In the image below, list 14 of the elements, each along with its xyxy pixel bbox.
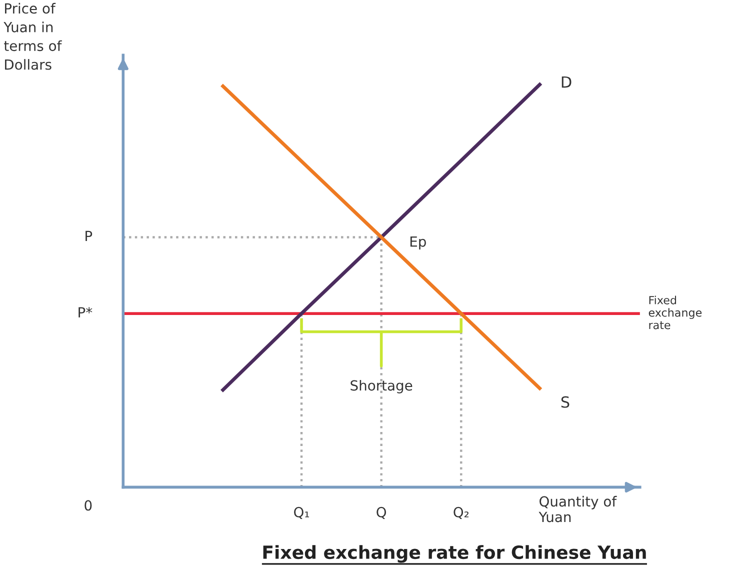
x-tick-label: Q₂ xyxy=(454,506,469,519)
x-axis-title: Quantity of Yuan xyxy=(538,496,617,522)
x-tick-label: Q xyxy=(376,506,386,519)
ref-line-label: P xyxy=(86,230,92,242)
annotation: Shortage xyxy=(350,380,412,394)
x-tick-label: Q₁ xyxy=(294,506,310,519)
series-label: S xyxy=(561,396,570,408)
text: 0 xyxy=(84,500,92,511)
annotation: Ep xyxy=(410,236,426,250)
ref-line-label: P* xyxy=(78,307,92,318)
text: Fixed exchange rate xyxy=(648,296,702,330)
text: Fixed exchange rate for Chinese Yuan xyxy=(263,545,646,563)
y-axis-title: Price of Yuan in terms of Dollars xyxy=(4,2,62,70)
series-label: D xyxy=(562,76,572,88)
